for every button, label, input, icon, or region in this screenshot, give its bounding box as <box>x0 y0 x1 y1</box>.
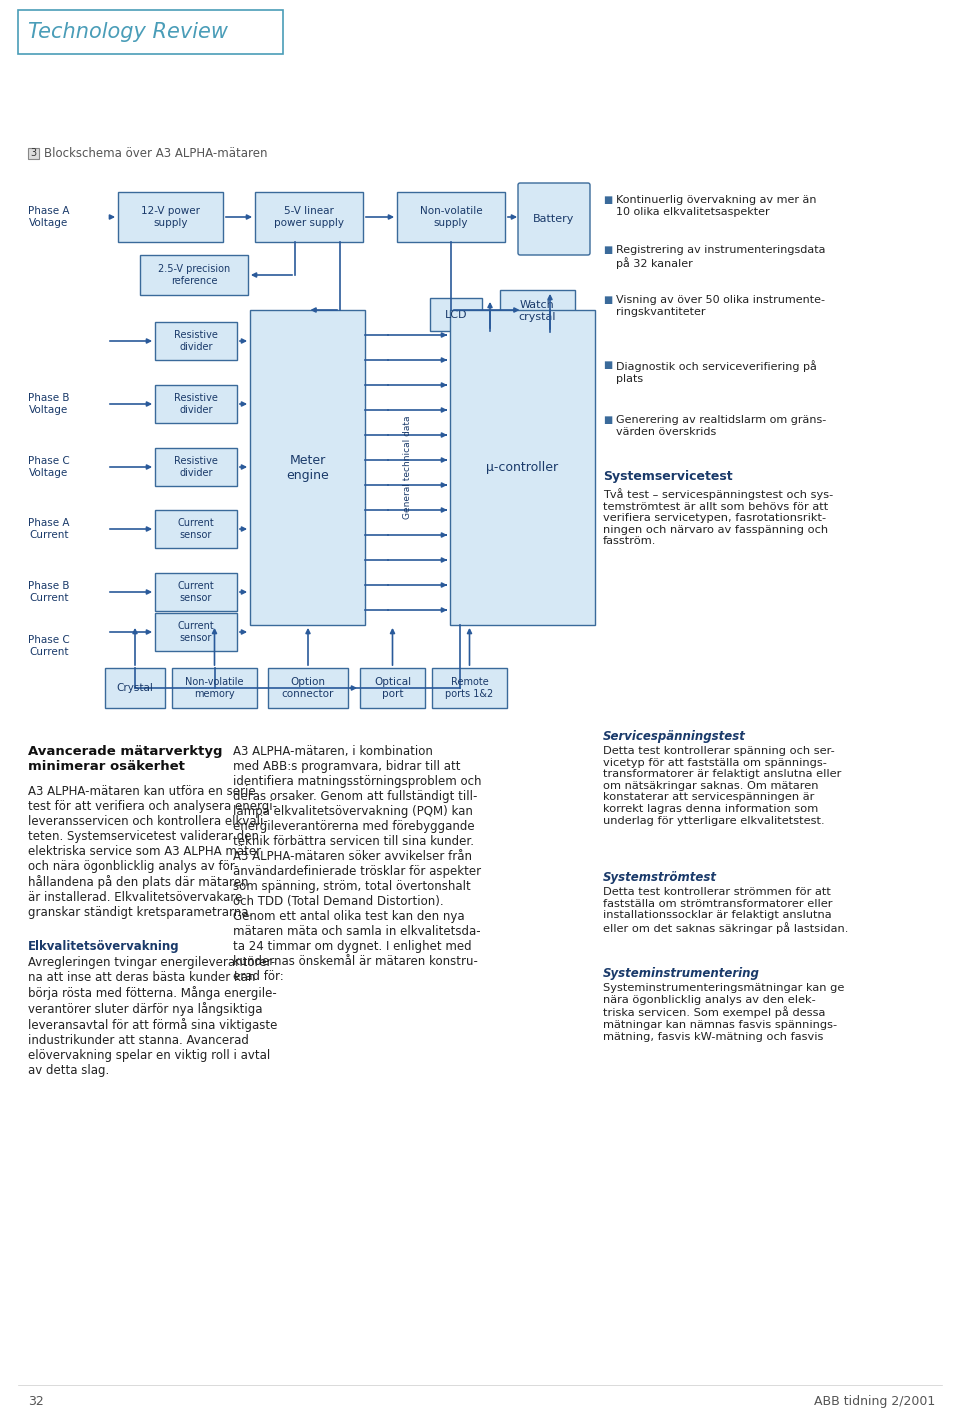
FancyBboxPatch shape <box>18 10 283 54</box>
FancyBboxPatch shape <box>118 192 223 243</box>
FancyBboxPatch shape <box>155 573 237 611</box>
Text: Två test – servicespänningstest och sys-
temströmtest är allt som behövs för att: Två test – servicespänningstest och sys-… <box>603 488 833 546</box>
FancyBboxPatch shape <box>140 255 248 295</box>
Text: ■: ■ <box>603 360 612 370</box>
Text: Generering av realtidslarm om gräns-
värden överskrids: Generering av realtidslarm om gräns- vär… <box>616 415 827 436</box>
Text: 32: 32 <box>28 1395 44 1408</box>
Text: Avregleringen tvingar energileverantörer-
na att inse att deras bästa kunder kan: Avregleringen tvingar energileverantörer… <box>28 957 277 1078</box>
FancyBboxPatch shape <box>28 148 39 159</box>
Text: Phase A
Current: Phase A Current <box>28 518 69 540</box>
FancyBboxPatch shape <box>155 322 237 360</box>
Text: ■: ■ <box>603 415 612 425</box>
Text: ■: ■ <box>603 246 612 255</box>
Text: Phase C
Voltage: Phase C Voltage <box>28 456 70 478</box>
Text: Option
connector: Option connector <box>282 677 334 698</box>
Text: Diagnostik och serviceverifiering på
plats: Diagnostik och serviceverifiering på pla… <box>616 360 817 384</box>
FancyBboxPatch shape <box>500 291 575 332</box>
Text: ■: ■ <box>603 195 612 205</box>
Text: ABB tidning 2/2001: ABB tidning 2/2001 <box>814 1395 935 1408</box>
Text: Current
sensor: Current sensor <box>178 581 214 602</box>
Text: ■: ■ <box>603 295 612 305</box>
Text: Battery: Battery <box>534 214 575 224</box>
Text: Technology Review: Technology Review <box>28 23 228 42</box>
FancyBboxPatch shape <box>155 612 237 650</box>
Text: Systeminstrumentering: Systeminstrumentering <box>603 967 760 981</box>
Text: LCD: LCD <box>444 309 468 319</box>
Text: Phase C
Current: Phase C Current <box>28 635 70 656</box>
Text: Avancerade mätarverktyg
minimerar osäkerhet: Avancerade mätarverktyg minimerar osäker… <box>28 745 223 773</box>
Text: Resistive
divider: Resistive divider <box>174 330 218 351</box>
FancyBboxPatch shape <box>268 667 348 708</box>
Text: Current
sensor: Current sensor <box>178 518 214 540</box>
FancyBboxPatch shape <box>518 183 590 255</box>
Text: Phase B
Current: Phase B Current <box>28 581 69 602</box>
FancyBboxPatch shape <box>155 385 237 423</box>
Text: Crystal: Crystal <box>116 683 154 693</box>
Text: Phase B
Voltage: Phase B Voltage <box>28 394 69 415</box>
Text: Kontinuerlig övervakning av mer än
10 olika elkvalitetsaspekter: Kontinuerlig övervakning av mer än 10 ol… <box>616 195 817 217</box>
Text: Non-volatile
memory: Non-volatile memory <box>185 677 244 698</box>
Text: Detta test kontrollerar spänning och ser-
vicetyp för att fastställa om spänning: Detta test kontrollerar spänning och ser… <box>603 746 841 825</box>
Text: 3: 3 <box>31 148 36 158</box>
Text: Phase A
Voltage: Phase A Voltage <box>28 206 69 227</box>
Text: Registrering av instrumenteringsdata
på 32 kanaler: Registrering av instrumenteringsdata på … <box>616 246 826 270</box>
Text: Current
sensor: Current sensor <box>178 621 214 643</box>
Text: 5-V linear
power supply: 5-V linear power supply <box>274 206 344 227</box>
Text: A3 ALPHA-mätaren kan utföra en serie
test för att verifiera och analysera energi: A3 ALPHA-mätaren kan utföra en serie tes… <box>28 785 277 919</box>
FancyBboxPatch shape <box>450 310 595 625</box>
Text: Meter
engine: Meter engine <box>286 453 329 481</box>
FancyBboxPatch shape <box>255 192 363 243</box>
FancyBboxPatch shape <box>397 192 505 243</box>
Text: Resistive
divider: Resistive divider <box>174 456 218 478</box>
Text: General technical data: General technical data <box>403 416 412 519</box>
FancyBboxPatch shape <box>155 509 237 547</box>
Text: Non-volatile
supply: Non-volatile supply <box>420 206 482 227</box>
FancyBboxPatch shape <box>250 310 365 625</box>
FancyBboxPatch shape <box>172 667 257 708</box>
FancyBboxPatch shape <box>432 667 507 708</box>
Text: Systemservicetest: Systemservicetest <box>603 470 732 483</box>
Text: Remote
ports 1&2: Remote ports 1&2 <box>445 677 493 698</box>
Text: Watch
crystal: Watch crystal <box>518 301 556 322</box>
Text: A3 ALPHA-mätaren, i kombination
med ABB:s programvara, bidrar till att
identifie: A3 ALPHA-mätaren, i kombination med ABB:… <box>233 745 482 983</box>
Text: Blockschema över A3 ALPHA-mätaren: Blockschema över A3 ALPHA-mätaren <box>44 147 268 159</box>
Text: Resistive
divider: Resistive divider <box>174 394 218 415</box>
Text: 12-V power
supply: 12-V power supply <box>141 206 200 227</box>
FancyBboxPatch shape <box>360 667 425 708</box>
Text: 2.5-V precision
reference: 2.5-V precision reference <box>157 264 230 286</box>
FancyBboxPatch shape <box>430 298 482 332</box>
Text: Optical
port: Optical port <box>374 677 411 698</box>
FancyBboxPatch shape <box>105 667 165 708</box>
Text: Systeminstrumenteringsmätningar kan ge
nära ögonblicklig analys av den elek-
tri: Systeminstrumenteringsmätningar kan ge n… <box>603 983 845 1041</box>
FancyBboxPatch shape <box>155 449 237 485</box>
Text: μ-controller: μ-controller <box>487 461 559 474</box>
Text: Visning av över 50 olika instrumente-
ringskvantiteter: Visning av över 50 olika instrumente- ri… <box>616 295 825 316</box>
Text: Detta test kontrollerar strömmen för att
fastställa om strömtransformatorer elle: Detta test kontrollerar strömmen för att… <box>603 888 849 934</box>
Text: Elkvalitetsövervakning: Elkvalitetsövervakning <box>28 940 180 952</box>
Text: Systemströmtest: Systemströmtest <box>603 871 717 885</box>
Text: Servicespänningstest: Servicespänningstest <box>603 729 746 744</box>
